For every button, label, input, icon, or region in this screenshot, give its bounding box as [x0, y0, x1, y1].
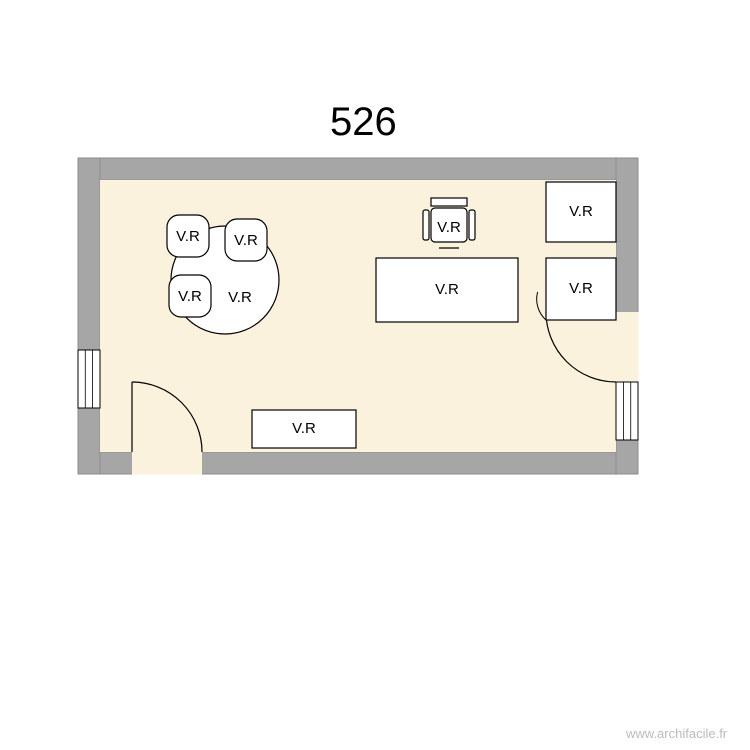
chair-top-left: V.R: [167, 215, 209, 257]
chair-top-left-label: V.R: [176, 228, 200, 245]
cabinet-top-label: V.R: [569, 203, 593, 220]
desk-label: V.R: [435, 281, 459, 298]
chair-top-right: V.R: [225, 219, 267, 261]
round-table-label: V.R: [228, 289, 252, 306]
chair-bottom-left: V.R: [169, 275, 211, 317]
watermark-text: www.archifacile.fr: [626, 726, 727, 741]
cabinet-mid-label: V.R: [569, 280, 593, 297]
floor-plan: V.R V.R V.R V.R V.R V.R V.R V.R V.R: [0, 0, 750, 750]
chair-top-right-label: V.R: [234, 232, 258, 249]
low-cabinet-label: V.R: [292, 420, 316, 437]
chair-bottom-left-label: V.R: [178, 288, 202, 305]
office-chair-label: V.R: [437, 219, 461, 236]
